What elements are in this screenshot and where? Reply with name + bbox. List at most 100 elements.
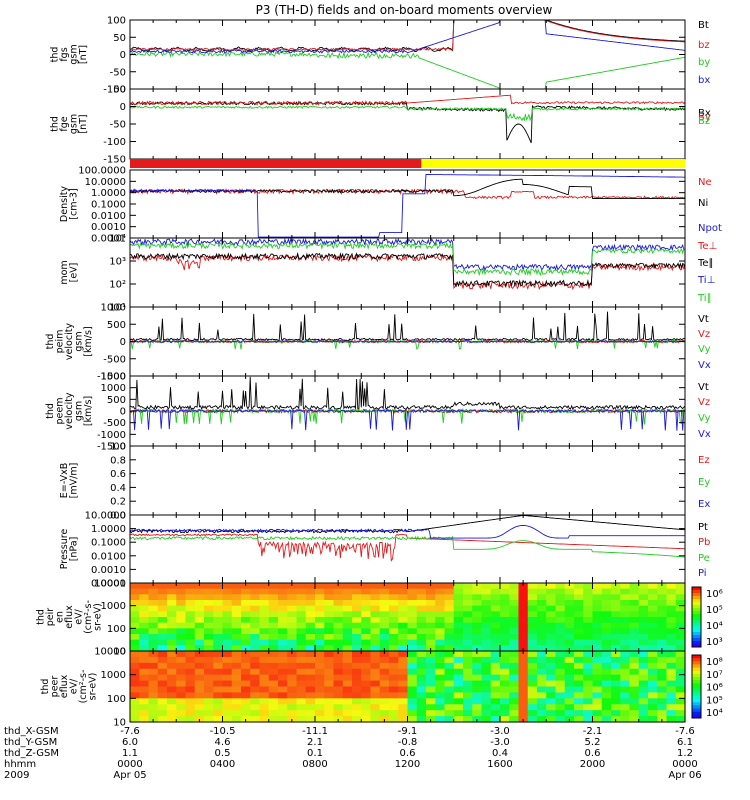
heatmap-cell — [426, 639, 436, 646]
heatmap-cell — [296, 680, 307, 688]
heatmap-cell — [416, 611, 427, 618]
heatmap-cell — [416, 704, 427, 711]
heatmap-cell — [324, 674, 335, 682]
heatmap-cell — [176, 704, 187, 711]
heatmap-cell — [620, 605, 631, 612]
heatmap-cell — [241, 686, 251, 694]
heatmap-cell — [611, 704, 621, 711]
colorbar-step — [692, 602, 701, 606]
heatmap-cell — [564, 634, 575, 641]
y-tick-label: 0 — [120, 337, 126, 348]
heatmap-cell — [574, 600, 584, 607]
colorbar-step — [692, 714, 701, 719]
heatmap-cell — [250, 611, 261, 618]
heatmap-cell — [481, 639, 492, 646]
heatmap-cell — [176, 674, 187, 682]
heatmap-cell — [629, 662, 640, 670]
heatmap-cell — [241, 628, 251, 635]
heatmap-cell — [657, 698, 668, 705]
heatmap-cell — [444, 634, 455, 641]
heatmap-cell — [204, 716, 214, 723]
series-By — [130, 94, 685, 106]
heatmap-cell — [250, 588, 261, 595]
heatmap-cell — [648, 716, 658, 723]
heatmap-cell — [324, 611, 335, 618]
heatmap-cell — [592, 651, 603, 658]
heatmap-cell — [296, 588, 307, 595]
heatmap-cell — [333, 622, 344, 629]
heatmap-cell — [527, 662, 538, 670]
heatmap-cell — [204, 617, 214, 624]
heatmap-cell — [453, 692, 464, 699]
heatmap-cell — [185, 651, 196, 658]
heatmap-cell — [324, 594, 335, 601]
heatmap-cell — [472, 583, 483, 590]
heatmap-cell — [148, 628, 159, 635]
heatmap-cell — [370, 594, 381, 601]
heatmap-cell — [305, 588, 316, 595]
heatmap-cell — [426, 588, 436, 595]
heatmap-cell — [250, 710, 261, 717]
heatmap-cell — [185, 698, 196, 705]
x-column-value: -3.0 — [490, 726, 510, 737]
heatmap-cell — [481, 668, 492, 676]
heatmap-cell — [666, 698, 677, 705]
heatmap-cell — [287, 656, 298, 664]
heatmap-cell — [241, 622, 251, 629]
heatmap-cell — [638, 628, 649, 635]
heatmap-cell — [194, 622, 205, 629]
y-axis-label: velocity — [64, 392, 75, 430]
heatmap-cell — [213, 645, 224, 652]
heatmap-cell — [259, 622, 270, 629]
heatmap-cell — [315, 617, 325, 624]
heatmap-cell — [194, 634, 205, 641]
colorbar-step — [692, 677, 701, 681]
heatmap-cell — [315, 639, 325, 646]
heatmap-cell — [518, 656, 529, 664]
heatmap-cell — [370, 622, 381, 629]
heatmap-cell — [250, 634, 261, 641]
panel-density: 100.000010.00001.00000.10000.01000.00100… — [59, 166, 722, 245]
heatmap-cell — [213, 611, 224, 618]
heatmap-cell — [537, 617, 547, 624]
heatmap-cell — [213, 628, 224, 635]
heatmap-cell — [537, 656, 547, 664]
heatmap-cell — [638, 692, 649, 699]
heatmap-cell — [333, 686, 344, 694]
legend-Ez: Ez — [698, 455, 710, 466]
heatmap-cell — [315, 704, 325, 711]
heatmap-cell — [185, 716, 196, 723]
heatmap-cell — [648, 583, 658, 590]
heatmap-cell — [296, 668, 307, 676]
heatmap-cell — [435, 622, 446, 629]
heatmap-cell — [278, 674, 288, 682]
heatmap-cell — [157, 692, 168, 699]
heatmap-cell — [444, 716, 455, 723]
x-row-label: 2009 — [4, 770, 29, 781]
heatmap-cell — [352, 645, 362, 652]
heatmap-cell — [490, 674, 501, 682]
heatmap-cell — [444, 583, 455, 590]
heatmap-cell — [167, 611, 177, 618]
heatmap-cell — [675, 611, 686, 618]
y-axis-label: (cm²-s- — [83, 600, 94, 634]
heatmap-cell — [666, 617, 677, 624]
heatmap-cell — [555, 645, 566, 652]
heatmap-cell — [638, 583, 649, 590]
heatmap-cell — [185, 617, 196, 624]
heatmap-cell — [398, 674, 409, 682]
heatmap-cell — [287, 628, 298, 635]
heatmap-cell — [259, 668, 270, 676]
legend-By: By — [698, 112, 711, 123]
heatmap-cell — [370, 605, 381, 612]
heatmap-cell — [278, 605, 288, 612]
heatmap-cell — [352, 668, 362, 676]
heatmap-cell — [601, 656, 612, 664]
heatmap-cell — [130, 588, 140, 595]
series-Te∥ — [130, 251, 685, 288]
heatmap-cell — [370, 680, 381, 688]
heatmap-cell — [370, 716, 381, 723]
heatmap-cell — [268, 617, 279, 624]
heatmap-cell — [241, 594, 251, 601]
heatmap-cell — [250, 704, 261, 711]
